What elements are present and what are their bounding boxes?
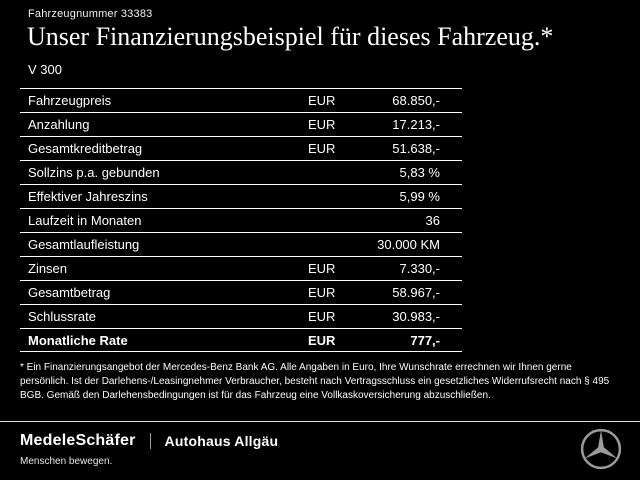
footer-divider xyxy=(0,421,640,422)
row-value: 5,99 % xyxy=(399,189,440,204)
row-label: Laufzeit in Monaten xyxy=(28,213,142,228)
row-value: 51.638,- xyxy=(392,141,440,156)
row-label: Sollzins p.a. gebunden xyxy=(28,165,160,180)
finance-table: Fahrzeugpreis EUR 68.850,- Anzahlung EUR 17.2… xyxy=(20,88,462,352)
row-label: Gesamtbetrag xyxy=(28,285,111,300)
row-value: 5,83 % xyxy=(399,165,440,180)
table-row: Zinsen EUR 7.330,- xyxy=(20,256,462,280)
row-label: Effektiver Jahreszins xyxy=(28,189,148,204)
table-row: Monatliche Rate EUR 777,- xyxy=(20,328,462,352)
row-label: Zinsen xyxy=(28,261,68,276)
vehicle-model-label: V 300 xyxy=(28,62,62,77)
row-currency: EUR xyxy=(308,309,336,324)
row-value: 30.983,- xyxy=(392,309,440,324)
row-value: 68.850,- xyxy=(392,93,440,108)
table-row: Gesamtlaufleistung 30.000 KM xyxy=(20,232,462,256)
row-currency: EUR xyxy=(308,285,336,300)
dealer-name-separator xyxy=(149,433,151,449)
vehicle-number-label: Fahrzeugnummer 33383 xyxy=(28,8,153,20)
mercedes-star-icon xyxy=(580,428,622,470)
row-value: 36 xyxy=(425,213,440,228)
row-label: Fahrzeugpreis xyxy=(28,93,112,108)
row-value: 777,- xyxy=(410,332,440,348)
dealer-name-secondary: Autohaus Allgäu xyxy=(164,433,279,449)
dealer-tagline: Menschen bewegen. xyxy=(20,456,113,467)
row-label: Gesamtlaufleistung xyxy=(28,237,140,252)
table-row: Gesamtbetrag EUR 58.967,- xyxy=(20,280,462,304)
row-label: Schlussrate xyxy=(28,309,96,324)
dealer-name-primary: MedeleSchäfer xyxy=(20,432,136,449)
table-row: Anzahlung EUR 17.213,- xyxy=(20,112,462,136)
row-label: Gesamtkreditbetrag xyxy=(28,141,143,156)
dealer-names-row: MedeleSchäfer Autohaus Allgäu xyxy=(20,432,626,450)
row-value: 7.330,- xyxy=(399,261,440,276)
row-currency: EUR xyxy=(308,332,336,348)
row-currency: EUR xyxy=(308,93,336,108)
table-row: Sollzins p.a. gebunden 5,83 % xyxy=(20,160,462,184)
table-row: Gesamtkreditbetrag EUR 51.638,- xyxy=(20,136,462,160)
dealer-footer: MedeleSchäfer Autohaus Allgäu Menschen b… xyxy=(20,432,626,467)
page-title: Unser Finanzierungsbeispiel für dieses F… xyxy=(27,22,554,51)
legal-footnote: * Ein Finanzierungsangebot der Mercedes-… xyxy=(20,362,610,401)
row-currency: EUR xyxy=(308,141,336,156)
row-value: 30.000 KM xyxy=(377,237,440,252)
row-currency: EUR xyxy=(308,261,336,276)
row-label: Monatliche Rate xyxy=(28,332,128,348)
row-value: 58.967,- xyxy=(392,285,440,300)
table-row: Fahrzeugpreis EUR 68.850,- xyxy=(20,88,462,112)
table-row: Effektiver Jahreszins 5,99 % xyxy=(20,184,462,208)
table-row: Schlussrate EUR 30.983,- xyxy=(20,304,462,328)
row-value: 17.213,- xyxy=(392,117,440,132)
table-row: Laufzeit in Monaten 36 xyxy=(20,208,462,232)
row-label: Anzahlung xyxy=(28,117,90,132)
row-currency: EUR xyxy=(308,117,336,132)
